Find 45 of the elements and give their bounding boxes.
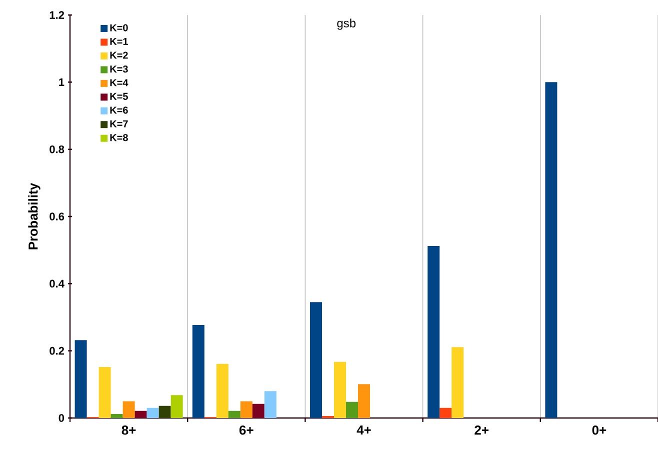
- bar: [452, 347, 464, 418]
- legend-label: K=6: [110, 106, 128, 114]
- legend-label: K=4: [110, 79, 128, 86]
- bar: [252, 404, 264, 418]
- bar: [146, 408, 159, 418]
- x-tick-label: 2+: [474, 426, 488, 435]
- legend-label: K=1: [110, 38, 128, 45]
- y-tick-label: 1.2: [50, 11, 64, 19]
- legend-label: K=3: [110, 65, 128, 73]
- y-tick-label: 0.8: [50, 145, 64, 154]
- bar: [358, 384, 370, 418]
- legend-label: K=8: [110, 134, 128, 142]
- bar: [122, 401, 135, 418]
- bar: [192, 324, 204, 418]
- legend-label: K=2: [110, 52, 128, 59]
- bar: [310, 302, 322, 418]
- bar: [170, 395, 183, 418]
- bar: [74, 340, 87, 418]
- y-tick-label: 0.2: [50, 346, 64, 355]
- bar: [98, 366, 111, 418]
- legend-label: K=5: [110, 92, 128, 100]
- bar: [134, 410, 147, 418]
- bar: [228, 410, 240, 418]
- x-tick-label: 6+: [239, 426, 254, 435]
- bar: [545, 82, 558, 418]
- chart-title: gsb: [337, 18, 356, 30]
- bar: [158, 406, 171, 418]
- bar: [334, 362, 346, 418]
- x-tick-label: 8+: [122, 426, 136, 435]
- bar: [428, 246, 440, 418]
- bar: [264, 391, 276, 418]
- y-tick-label: 0: [58, 414, 64, 422]
- legend-label: K=0: [110, 24, 128, 32]
- x-tick-label: 0+: [592, 426, 606, 435]
- bar: [346, 402, 358, 418]
- bar: [110, 414, 123, 418]
- legend-label: K=7: [110, 120, 128, 128]
- bar: [440, 408, 452, 418]
- x-tick-label: 4+: [356, 426, 371, 434]
- y-axis-title: Probability: [28, 182, 40, 250]
- y-tick-label: 0.6: [50, 212, 64, 220]
- y-tick-label: 1: [59, 78, 64, 86]
- y-tick-label: 0.4: [50, 280, 64, 288]
- bar: [216, 364, 228, 418]
- bar: [240, 401, 252, 418]
